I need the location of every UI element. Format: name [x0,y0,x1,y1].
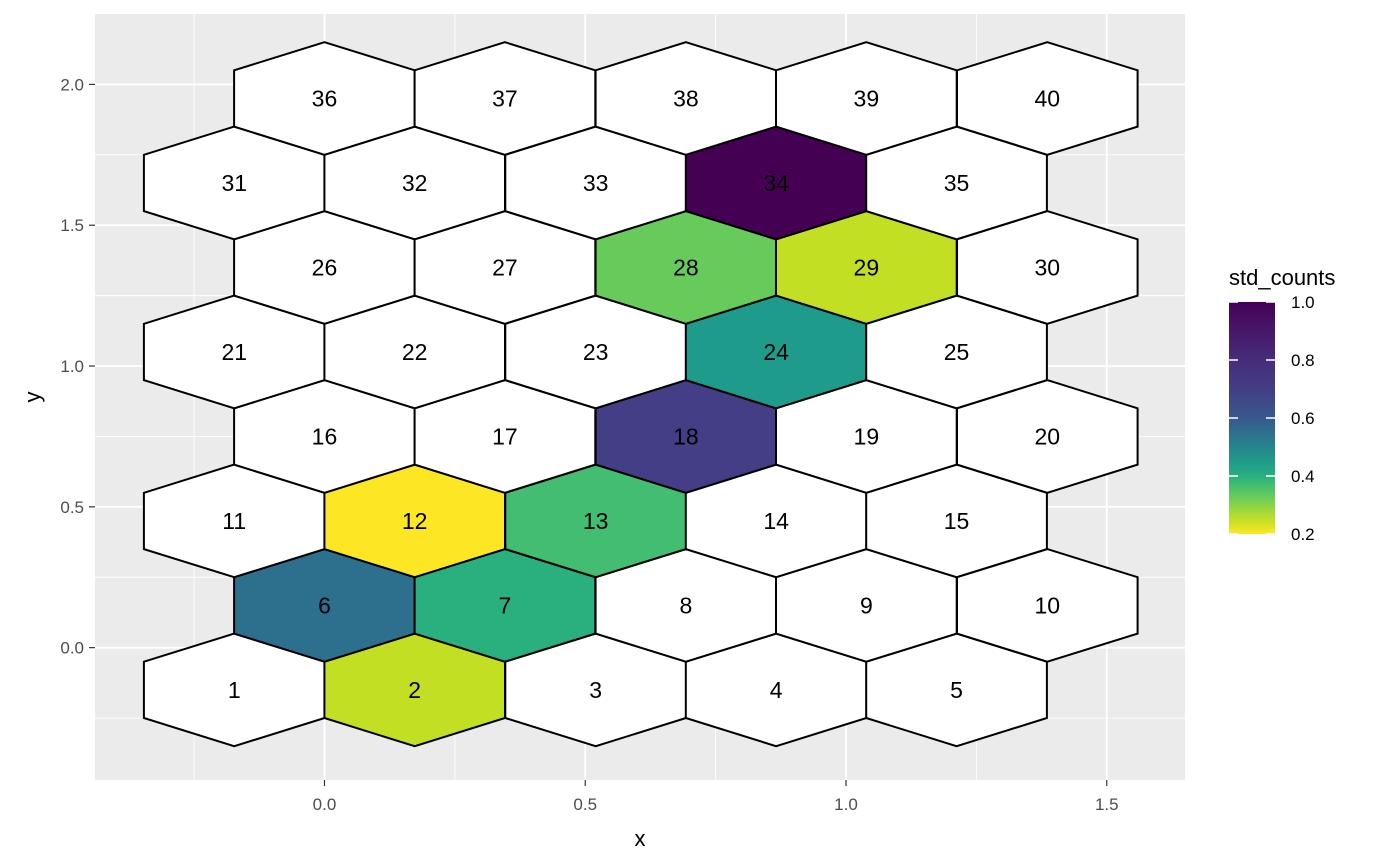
y-axis-title: y [20,392,45,403]
hex-cell-label-29: 29 [854,254,880,280]
hex-cell-label-7: 7 [499,592,512,618]
y-axis-ticks: 0.0 0.5 1.0 1.5 2.0 [60,75,95,658]
hex-cell-label-35: 35 [944,170,970,196]
hex-cell-label-1: 1 [228,677,241,703]
hex-cell-label-19: 19 [854,423,880,449]
hex-cell-label-23: 23 [583,339,609,365]
hex-cell-label-11: 11 [222,508,246,534]
hex-cell-label-30: 30 [1035,254,1061,280]
y-tick-label: 1.5 [60,216,84,235]
hex-cell-label-28: 28 [673,254,699,280]
color-legend: std_counts 0.2 0.4 0.6 0.8 1.0 [1229,265,1335,544]
hex-cell-label-31: 31 [221,170,247,196]
y-tick-label: 0.0 [60,639,84,658]
hex-cell-label-5: 5 [950,677,963,703]
hex-cell-label-8: 8 [679,592,692,618]
hex-cell-label-2: 2 [408,677,421,703]
legend-tick-label: 0.6 [1291,409,1315,428]
y-tick-label: 2.0 [60,75,84,94]
hex-cell-label-22: 22 [402,339,428,365]
x-tick-label: 1.0 [834,795,858,814]
x-axis-title: x [635,826,646,851]
hex-cell-label-4: 4 [770,677,783,703]
hex-cell-label-16: 16 [312,423,338,449]
legend-ticks: 0.2 0.4 0.6 0.8 1.0 [1229,293,1315,544]
legend-tick-label: 1.0 [1291,293,1315,312]
hex-cell-label-13: 13 [583,508,609,534]
y-tick-label: 0.5 [60,498,84,517]
x-tick-label: 1.5 [1095,795,1119,814]
hex-cell-label-6: 6 [318,592,331,618]
hex-cell-40 [956,41,1139,156]
hex-cell-label-24: 24 [763,339,789,365]
legend-tick-label: 0.4 [1291,467,1315,486]
hex-cell-label-20: 20 [1035,423,1061,449]
y-tick-label: 1.0 [60,357,84,376]
hex-cell-label-27: 27 [492,254,518,280]
hex-cell-label-14: 14 [763,508,789,534]
hex-cell-label-34: 34 [763,170,789,196]
legend-tick-label: 0.2 [1291,525,1315,544]
hex-cell-label-18: 18 [673,423,699,449]
legend-tick-label: 0.8 [1291,351,1315,370]
hex-cell-label-3: 3 [589,677,602,703]
hex-cell-label-36: 36 [312,85,338,111]
hex-cell-label-10: 10 [1035,592,1061,618]
hex-cells [142,41,1139,748]
x-axis-ticks: 0.0 0.5 1.0 1.5 [313,780,1119,814]
hex-cell-label-9: 9 [860,592,873,618]
hex-cell-label-12: 12 [402,508,428,534]
hex-cell-label-32: 32 [402,170,428,196]
hex-cell-label-37: 37 [492,85,518,111]
hex-cell-label-26: 26 [312,254,338,280]
hex-cell-label-33: 33 [583,170,609,196]
legend-title: std_counts [1229,265,1335,290]
hex-cell-label-38: 38 [673,85,699,111]
hex-cell-label-25: 25 [944,339,970,365]
x-tick-label: 0.5 [573,795,597,814]
x-tick-label: 0.0 [313,795,337,814]
hex-cell-label-39: 39 [854,85,880,111]
hex-cell-label-15: 15 [944,508,970,534]
hex-cell-label-40: 40 [1035,85,1061,111]
hex-cell-label-17: 17 [492,423,518,449]
hex-cell-label-21: 21 [221,339,247,365]
